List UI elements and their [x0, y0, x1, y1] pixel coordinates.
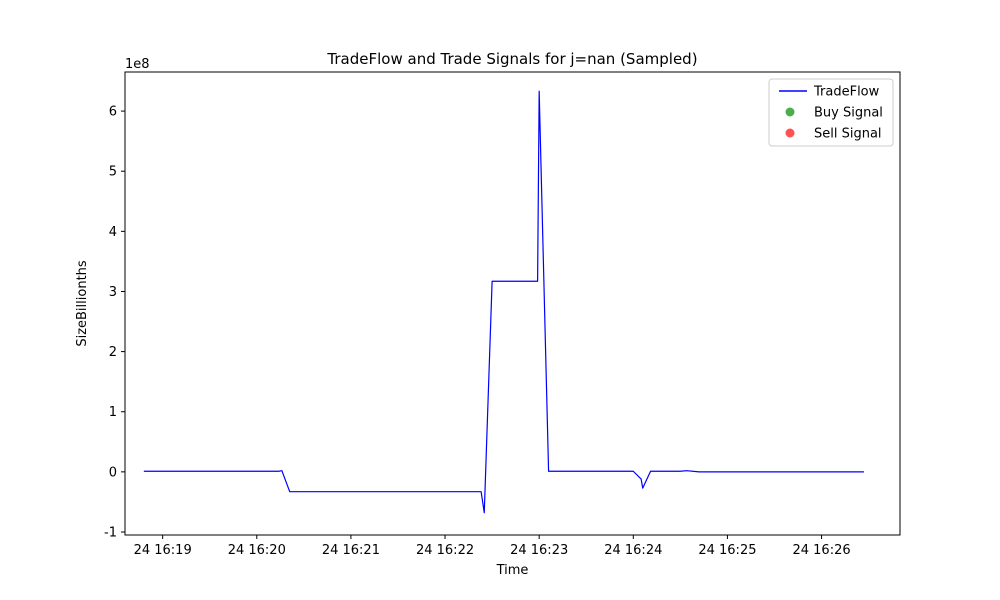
- y-tick-label: 6: [109, 105, 117, 120]
- plot-frame: [124, 71, 901, 536]
- y-scale-offset-label: 1e8: [125, 57, 150, 72]
- y-tick-label: -1: [104, 525, 117, 540]
- legend-sell-signal-marker: [785, 128, 795, 138]
- x-tick-label: 24 16:19: [134, 543, 192, 558]
- legend-buy-signal-marker: [785, 107, 795, 117]
- chart-title: TradeFlow and Trade Signals for j=nan (S…: [326, 50, 697, 68]
- y-tick-label: 4: [109, 225, 117, 240]
- x-tick-label: 24 16:21: [322, 543, 380, 558]
- x-tick-label: 24 16:24: [604, 543, 662, 558]
- x-axis-label: Time: [496, 563, 529, 578]
- y-tick-label: 5: [109, 165, 117, 180]
- y-tick-label: 3: [109, 285, 117, 300]
- x-tick-label: 24 16:26: [792, 543, 850, 558]
- y-tick-label: 2: [109, 345, 117, 360]
- legend-tradeflow-label: TradeFlow: [813, 85, 880, 100]
- y-tick-label: 1: [109, 405, 117, 420]
- x-tick-label: 24 16:20: [228, 543, 286, 558]
- legend-buy-signal-label: Buy Signal: [814, 106, 883, 121]
- y-axis-label: SizeBillionths: [75, 260, 90, 347]
- series-tradeflow-line: [143, 90, 864, 514]
- x-tick-label: 24 16:25: [698, 543, 756, 558]
- legend-box: [768, 78, 894, 147]
- y-tick-label: 0: [109, 465, 117, 480]
- x-tick-label: 24 16:22: [416, 543, 474, 558]
- legend-sell-signal-label: Sell Signal: [814, 127, 882, 142]
- x-tick-label: 24 16:23: [510, 543, 568, 558]
- legend: TradeFlow Buy Signal Sell Signal: [768, 78, 894, 147]
